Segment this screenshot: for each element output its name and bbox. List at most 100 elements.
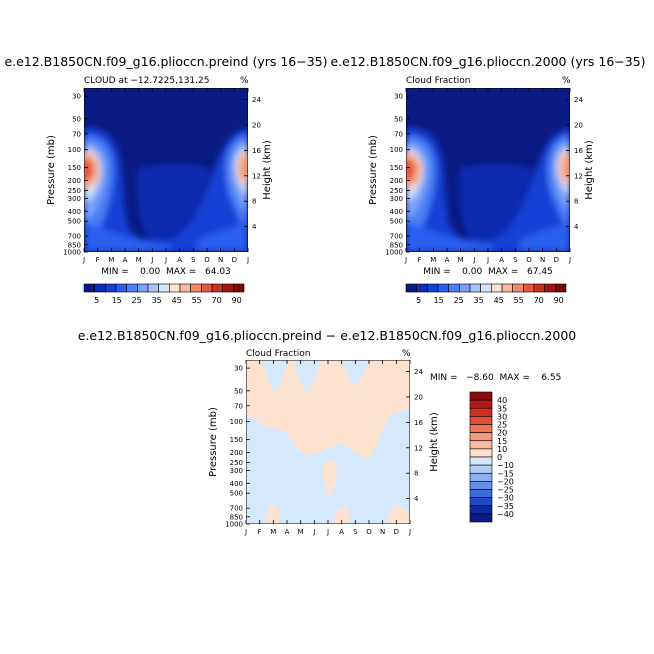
x-tick-label: S: [513, 256, 518, 264]
contour-band: [84, 158, 94, 182]
x-tick-label: J: [408, 528, 411, 536]
y2-tick-label: 4: [574, 223, 579, 231]
y2-tick-label: 20: [414, 393, 423, 401]
contour-band: [242, 158, 248, 178]
colorbar-label: 40: [497, 396, 507, 405]
colorbar-label: 25: [454, 296, 464, 305]
x-tick-label: F: [258, 528, 262, 536]
x-tick-label: M: [298, 528, 304, 536]
y2-tick-label: 12: [414, 444, 423, 452]
y-tick-label: 200: [230, 449, 243, 457]
unit-label: %: [240, 76, 249, 86]
x-tick-label: M: [136, 256, 142, 264]
colorbar-swatch: [469, 407, 493, 417]
unit-label: %: [562, 76, 571, 86]
y-tick-label: 1000: [385, 249, 403, 257]
contour-band: [459, 163, 532, 242]
colorbar-label: 55: [192, 296, 202, 305]
colorbar-swatch: [523, 283, 535, 293]
x-tick-label: A: [339, 528, 344, 536]
x-tick-label: A: [123, 256, 128, 264]
colorbar-swatch: [233, 283, 245, 293]
contour-band: [406, 127, 570, 252]
colorbar-label: 35: [152, 296, 162, 305]
x-tick-label: S: [191, 256, 196, 264]
y-tick-label: 150: [230, 436, 243, 444]
y2-tick-label: 16: [252, 147, 261, 155]
colorbar: 5 15 25 35 45 55 70 90: [405, 283, 567, 305]
y-axis-label: Pressure (mb): [368, 135, 379, 205]
colorbar-swatch: [469, 399, 493, 409]
panel-title: e.e12.B1850CN.f09_g16.plioccn.preind (yr…: [4, 54, 327, 69]
y-tick-label: 30: [72, 93, 81, 101]
colorbar-swatch: [469, 472, 493, 482]
colorbar: 5 15 25 35 45 55 70 90: [83, 283, 245, 305]
x-tick-label: A: [177, 256, 182, 264]
y2-axis-label: Height (km): [262, 140, 273, 200]
colorbar-label: 15: [497, 437, 507, 446]
axes: J F M A M J J A S O N D J305070100150200250300400500…: [63, 88, 261, 264]
x-tick-label: D: [554, 256, 559, 264]
y-tick-label: 700: [390, 233, 403, 241]
x-tick-label: J: [150, 256, 153, 264]
colorbar-label: 0: [497, 453, 502, 462]
colorbar-swatch: [469, 497, 493, 507]
colorbar-label: 15: [112, 296, 122, 305]
y-tick-label: 700: [68, 233, 81, 241]
panel-subtitle: Cloud Fraction: [406, 76, 471, 86]
y-tick-label: 1000: [225, 521, 243, 529]
colorbar-swatch: [201, 283, 213, 293]
y2-tick-label: 12: [252, 172, 261, 180]
y-tick-label: 400: [68, 208, 81, 216]
stats-text: MIN = 0.00 MAX = 67.45: [423, 267, 553, 277]
contour-band: [322, 460, 337, 496]
contour-band: [196, 222, 248, 252]
colorbar-swatch: [416, 283, 428, 293]
panel-title: e.e12.B1850CN.f09_g16.plioccn.2000 (yrs …: [330, 54, 645, 69]
colorbar-swatch: [512, 283, 524, 293]
y2-tick-label: 4: [414, 495, 419, 503]
x-tick-label: M: [430, 256, 436, 264]
colorbar-swatch: [469, 283, 481, 293]
x-tick-label: D: [232, 256, 237, 264]
y-tick-label: 300: [390, 195, 403, 203]
y-tick-label: 70: [72, 130, 81, 138]
colorbar-swatch: [115, 283, 127, 293]
y2-tick-label: 16: [574, 147, 583, 155]
colorbar-label: 45: [172, 296, 182, 305]
colorbar-swatch: [533, 283, 545, 293]
contour-field: [84, 88, 248, 252]
panel-title: e.e12.B1850CN.f09_g16.plioccn.preind − e…: [78, 328, 577, 343]
y-tick-label: 100: [230, 418, 243, 426]
colorbar-label: 90: [232, 296, 242, 305]
colorbar-swatch: [448, 283, 460, 293]
colorbar-swatch: [169, 283, 181, 293]
colorbar-label: 5: [416, 296, 421, 305]
y2-axis-label: Height (km): [429, 412, 440, 472]
colorbar-swatch: [469, 489, 493, 498]
y-tick-label: 50: [394, 115, 403, 123]
y-tick-label: 200: [390, 177, 403, 185]
colorbar-label: 15: [434, 296, 444, 305]
colorbar-swatch: [469, 432, 493, 442]
colorbar-label: 35: [497, 404, 507, 413]
colorbar-swatch: [469, 424, 493, 433]
colorbar-label: −15: [497, 469, 514, 478]
panel-subtitle: Cloud Fraction: [246, 349, 311, 359]
contour-band: [388, 504, 410, 524]
colorbar-swatch: [555, 283, 567, 293]
y2-tick-label: 8: [414, 470, 418, 478]
y-tick-label: 50: [234, 387, 243, 395]
x-tick-label: A: [499, 256, 504, 264]
y-tick-label: 150: [68, 164, 81, 172]
y-tick-label: 400: [390, 208, 403, 216]
x-tick-label: F: [418, 256, 422, 264]
colorbar-label: −30: [497, 494, 514, 503]
y-tick-label: 850: [390, 241, 403, 249]
y-tick-label: 100: [390, 146, 403, 154]
y-tick-label: 250: [230, 459, 243, 467]
y2-tick-label: 24: [574, 96, 583, 104]
contour-band: [406, 158, 416, 182]
colorbar-label: −10: [497, 461, 514, 470]
colorbar-label: 10: [497, 445, 507, 454]
